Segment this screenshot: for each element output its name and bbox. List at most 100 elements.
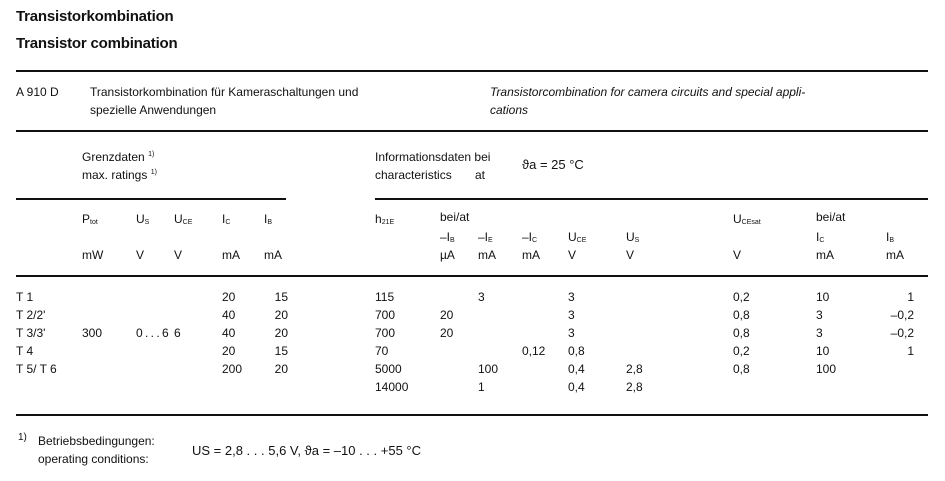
column-symbol: U (568, 230, 577, 244)
column-symbol: U (733, 212, 742, 226)
column-header: IB (264, 212, 272, 226)
column-subscript: B (889, 237, 895, 244)
device-description-de: Transistorkombination für Kameraschaltun… (90, 85, 359, 99)
table-cell: 0,4 (568, 380, 585, 394)
column-header: –IE (478, 230, 493, 244)
column-subscript: 21E (381, 219, 395, 226)
table-cell: 1 (907, 290, 914, 304)
column-header: UCE (568, 230, 586, 244)
column-subscript: S (144, 219, 150, 226)
table-cell: 0,4 (568, 362, 585, 376)
table-cell: 20 (440, 308, 454, 322)
table-cell: 1 (907, 344, 914, 358)
column-header: –IC (522, 230, 537, 244)
column-unit: V (568, 248, 577, 262)
column-unit: mA (816, 248, 834, 262)
column-symbol: U (174, 212, 183, 226)
column-header: US (136, 212, 149, 226)
table-cell: 3 (478, 290, 485, 304)
table-cell: –0,2 (890, 326, 914, 340)
table-cell: 0,2 (733, 344, 750, 358)
divider (16, 198, 286, 200)
table-cell: 3 (568, 308, 575, 322)
table-cell: 15 (274, 290, 288, 304)
column-symbol: I (886, 230, 890, 244)
characteristics-condition: ϑa = 25 °C (522, 157, 584, 172)
footnote-conditions: US = 2,8 . . . 5,6 V, ϑa = –10 . . . +55… (192, 443, 421, 458)
table-cell: 300 (82, 326, 103, 340)
table-cell: 3 (568, 326, 575, 340)
row-label: T 5/ T 6 (16, 362, 57, 376)
column-subscript: C (225, 219, 231, 226)
table-cell: 700 (375, 308, 396, 322)
column-subscript: B (450, 237, 455, 244)
table-cell: 20 (222, 290, 236, 304)
column-header: UCEsat (733, 212, 761, 226)
limits-heading-de: Grenzdaten 1) (82, 150, 154, 164)
divider (16, 130, 928, 132)
footnote-mark: 1) (18, 432, 27, 443)
divider (16, 414, 928, 416)
table-cell: 10 (816, 290, 830, 304)
column-subscript: C (819, 237, 825, 244)
column-group-label: bei/at (440, 210, 470, 224)
table-cell: 20 (222, 344, 236, 358)
column-subscript: CE (182, 219, 193, 226)
row-label: T 4 (16, 344, 34, 358)
device-type: A 910 D (16, 85, 59, 99)
limits-heading-de-text: Grenzdaten (82, 150, 145, 164)
table-cell: 115 (375, 290, 395, 304)
table-cell: 6 (174, 326, 181, 340)
column-subscript: CE (576, 237, 587, 244)
column-header: IC (816, 230, 824, 244)
table-cell: 20 (274, 326, 288, 340)
column-symbol: P (82, 212, 91, 226)
column-symbol: –I (440, 230, 451, 244)
column-header: US (626, 230, 639, 244)
table-cell: 3 (568, 290, 575, 304)
column-unit: V (174, 248, 183, 262)
table-cell: 700 (375, 326, 396, 340)
table-cell: 0 . . . 6 (136, 326, 169, 340)
device-description-de-line2: spezielle Anwendungen (90, 103, 217, 117)
table-cell: 40 (222, 308, 236, 322)
footnote-label-de: Betriebsbedingungen: (38, 434, 155, 448)
column-header: UCE (174, 212, 192, 226)
table-cell: 0,12 (522, 344, 546, 358)
footnote-label-en: operating conditions: (38, 452, 149, 466)
table-cell: 200 (222, 362, 243, 376)
column-subscript: S (634, 237, 640, 244)
column-subscript: E (488, 237, 493, 244)
characteristics-heading-en: characteristics (375, 168, 452, 182)
column-symbol: –I (478, 230, 489, 244)
table-cell: 1 (478, 380, 485, 394)
column-unit: mA (264, 248, 282, 262)
column-unit: V (136, 248, 145, 262)
column-symbol: I (816, 230, 820, 244)
limits-heading-en: max. ratings 1) (82, 168, 157, 182)
column-subscript: B (267, 219, 273, 226)
column-unit: mA (222, 248, 240, 262)
column-symbol: U (136, 212, 145, 226)
title-german: Transistorkombination (16, 8, 174, 25)
column-header: IC (222, 212, 230, 226)
title-english: Transistor combination (16, 35, 178, 52)
table-cell: 20 (440, 326, 454, 340)
table-cell: 5000 (375, 362, 402, 376)
column-group-label: bei/at (816, 210, 846, 224)
table-cell: 15 (274, 344, 288, 358)
column-symbol: –I (522, 230, 533, 244)
column-unit: mA (886, 248, 904, 262)
divider (16, 275, 928, 277)
table-cell: 20 (274, 362, 288, 376)
table-cell: –0,2 (890, 308, 914, 322)
row-label: T 2/2' (16, 308, 46, 322)
characteristics-heading-de: Informationsdaten bei (375, 150, 491, 164)
column-symbol: I (264, 212, 268, 226)
table-cell: 0,8 (733, 362, 750, 376)
column-symbol: h (375, 212, 382, 226)
table-cell: 0,8 (733, 326, 750, 340)
table-cell: 10 (816, 344, 830, 358)
column-subscript: tot (90, 219, 98, 226)
divider (375, 198, 928, 200)
